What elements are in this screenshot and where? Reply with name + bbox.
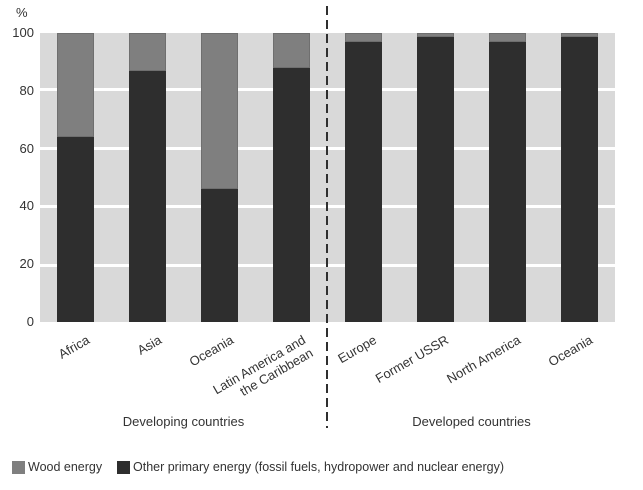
legend-label-wood-energy: Wood energy	[28, 460, 103, 474]
bar-group-developed	[328, 33, 616, 322]
bars-layer	[40, 33, 615, 322]
y-axis-tick-label: 60	[19, 140, 34, 156]
bar-slot	[543, 33, 615, 322]
bar-segment-wood-energy	[488, 33, 526, 42]
bar-segment-other-primary-energy	[273, 67, 311, 322]
bar-segment-wood-energy	[273, 33, 311, 68]
legend-item-other-primary-energy: Other primary energy (fossil fuels, hydr…	[117, 460, 504, 474]
bar-segment-other-primary-energy	[57, 137, 95, 322]
bar-slot	[184, 33, 256, 322]
bar-segment-other-primary-energy	[344, 41, 382, 322]
y-axis-unit-label: %	[16, 5, 28, 20]
legend-swatch-wood-energy	[12, 460, 25, 474]
bar-europe	[344, 33, 382, 322]
y-axis-tick-label: 100	[12, 25, 34, 40]
legend-swatch-other-primary-energy	[117, 460, 130, 474]
bar-segment-wood-energy	[560, 33, 598, 38]
bar-north-america	[488, 33, 526, 322]
bar-segment-wood-energy	[57, 33, 95, 138]
bar-segment-wood-energy	[129, 33, 167, 71]
group-separator-dashed-line	[326, 6, 328, 428]
bar-oceania	[201, 33, 239, 322]
group-label-developed: Developed countries	[412, 414, 531, 429]
bar-slot	[399, 33, 471, 322]
bar-africa	[57, 33, 95, 322]
bar-segment-wood-energy	[201, 33, 239, 190]
bar-former-ussr	[416, 33, 454, 322]
bar-segment-other-primary-energy	[560, 37, 598, 322]
bar-segment-other-primary-energy	[201, 189, 239, 322]
bar-segment-wood-energy	[344, 33, 382, 42]
group-label-developing: Developing countries	[122, 414, 245, 429]
legend: Wood energy Other primary energy (fossil…	[0, 460, 643, 480]
bar-segment-other-primary-energy	[488, 41, 526, 322]
bar-segment-other-primary-energy	[129, 70, 167, 322]
bar-group-developing	[40, 33, 328, 322]
bar-oceania	[560, 33, 598, 322]
bar-segment-wood-energy	[416, 33, 454, 38]
y-axis-tick-label: 0	[26, 314, 34, 329]
bar-segment-other-primary-energy	[416, 37, 454, 322]
bar-slot	[256, 33, 328, 322]
y-axis-tick-label: 40	[19, 198, 34, 214]
bar-asia	[129, 33, 167, 322]
y-axis-tick-label: 80	[19, 82, 34, 98]
legend-item-wood-energy: Wood energy	[12, 460, 102, 474]
bar-slot	[328, 33, 400, 322]
legend-label-other-primary-energy: Other primary energy (fossil fuels, hydr…	[133, 460, 505, 474]
y-axis-tick-label: 20	[19, 256, 34, 272]
bar-slot	[471, 33, 543, 322]
bar-slot	[112, 33, 184, 322]
bar-latin-america-and	[273, 33, 311, 322]
bar-slot	[40, 33, 112, 322]
